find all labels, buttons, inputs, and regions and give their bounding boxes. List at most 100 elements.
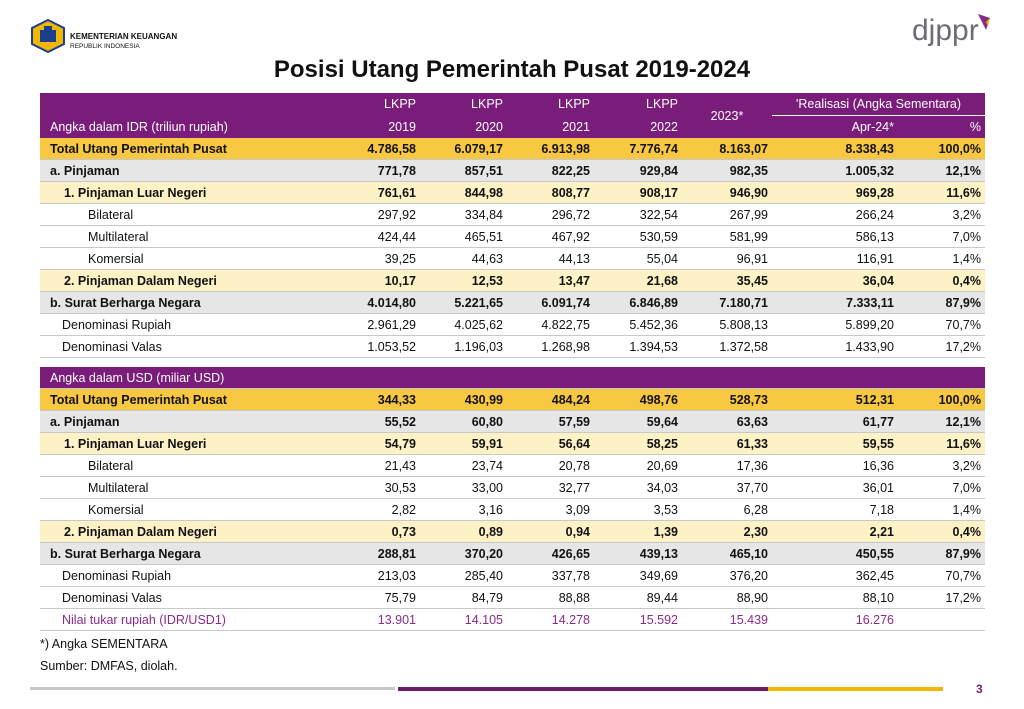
org-sub: REPUBLIK INDONESIA — [70, 43, 140, 50]
header-cell: 2019 — [340, 115, 420, 138]
value-cell: 370,20 — [420, 542, 507, 565]
value-cell: 57,59 — [507, 410, 594, 433]
value-cell: 7.776,74 — [594, 138, 682, 160]
value-cell: 56,64 — [507, 432, 594, 455]
section-title: Angka dalam USD (miliar USD) — [40, 367, 985, 389]
value-cell: 55,04 — [594, 247, 682, 270]
value-cell: 16.276 — [772, 608, 898, 631]
title: Posisi Utang Pemerintah Pusat 2019-2024 — [273, 56, 751, 83]
value-cell: 5.221,65 — [420, 291, 507, 314]
value-cell: 7.180,71 — [682, 291, 772, 314]
value-cell: 808,77 — [507, 181, 594, 204]
value-cell: 946,90 — [682, 181, 772, 204]
value-cell: 8.163,07 — [682, 138, 772, 160]
value-cell: 33,00 — [420, 476, 507, 499]
value-cell: 44,13 — [507, 247, 594, 270]
label-cell: Denominasi Rupiah — [40, 564, 340, 587]
value-cell: 54,79 — [340, 432, 420, 455]
value-cell: 87,9% — [898, 291, 985, 314]
value-cell: 44,63 — [420, 247, 507, 270]
header-cell: Angka dalam IDR (triliun rupiah) — [40, 115, 340, 138]
spacer-row — [40, 358, 985, 368]
value-cell: 36,01 — [772, 476, 898, 499]
value-cell: 0,4% — [898, 520, 985, 543]
value-cell: 12,1% — [898, 159, 985, 182]
value-cell: 267,99 — [682, 203, 772, 226]
value-cell: 4.822,75 — [507, 313, 594, 336]
page-number: 3 — [976, 682, 983, 696]
value-cell: 88,90 — [682, 586, 772, 609]
value-cell: 376,20 — [682, 564, 772, 587]
value-cell: 969,28 — [772, 181, 898, 204]
value-cell: 1,4% — [898, 498, 985, 521]
table-row: Komersial 2,82 3,16 3,09 3,53 6,28 7,18 1,4% — [40, 498, 985, 521]
bar-purple — [398, 687, 768, 691]
label-cell: Total Utang Pemerintah Pusat — [40, 138, 340, 160]
label-cell: a. Pinjaman — [40, 410, 340, 433]
value-cell: 59,55 — [772, 432, 898, 455]
header-cell: LKPP — [507, 93, 594, 116]
value-cell: 530,59 — [594, 225, 682, 248]
table-row: b. Surat Berharga Negara 288,81 370,20 426,… — [40, 542, 985, 565]
value-cell: 288,81 — [340, 542, 420, 565]
value-cell: 34,03 — [594, 476, 682, 499]
value-cell: 15.439 — [682, 608, 772, 631]
value-cell: 15.592 — [594, 608, 682, 631]
value-cell: 3,2% — [898, 454, 985, 477]
value-cell: 929,84 — [594, 159, 682, 182]
logo — [31, 18, 65, 54]
value-cell: 39,25 — [340, 247, 420, 270]
value-cell: 465,51 — [420, 225, 507, 248]
value-cell: 771,78 — [340, 159, 420, 182]
brand: djppr — [912, 14, 979, 47]
value-cell: 467,92 — [507, 225, 594, 248]
value-cell: 439,13 — [594, 542, 682, 565]
table-row: Total Utang Pemerintah Pusat 4.786,58 6.07… — [40, 138, 985, 160]
value-cell: 349,69 — [594, 564, 682, 587]
value-cell: 213,03 — [340, 564, 420, 587]
value-cell: 3,2% — [898, 203, 985, 226]
header-cell: 2022 — [594, 115, 682, 138]
value-cell: 10,17 — [340, 269, 420, 292]
value-cell: 908,17 — [594, 181, 682, 204]
value-cell: 0,94 — [507, 520, 594, 543]
header-cell: LKPP — [594, 93, 682, 116]
table-row: a. Pinjaman 771,78 857,51 822,25 929,84 982,3… — [40, 159, 985, 182]
value-cell: 0,89 — [420, 520, 507, 543]
value-cell: 2,30 — [682, 520, 772, 543]
value-cell: 84,79 — [420, 586, 507, 609]
value-cell: 13,47 — [507, 269, 594, 292]
value-cell: 63,63 — [682, 410, 772, 433]
value-cell: 1,4% — [898, 247, 985, 270]
footnote: *) Angka SEMENTARA — [40, 637, 168, 651]
value-cell: 297,92 — [340, 203, 420, 226]
header-cell: 2020 — [420, 115, 507, 138]
value-cell: 266,24 — [772, 203, 898, 226]
header-row: Angka dalam IDR (triliun rupiah) 2019 20… — [40, 115, 985, 138]
value-cell: 23,74 — [420, 454, 507, 477]
value-cell: 586,13 — [772, 225, 898, 248]
label-cell: 2. Pinjaman Dalam Negeri — [40, 520, 340, 543]
value-cell: 296,72 — [507, 203, 594, 226]
value-cell: 14.278 — [507, 608, 594, 631]
value-cell: 1.268,98 — [507, 335, 594, 358]
value-cell: 58,25 — [594, 432, 682, 455]
value-cell: 337,78 — [507, 564, 594, 587]
label-cell: 2. Pinjaman Dalam Negeri — [40, 269, 340, 292]
value-cell: 12,1% — [898, 410, 985, 433]
org-name: KEMENTERIAN KEUANGAN — [70, 32, 178, 41]
header-cell: 2021 — [507, 115, 594, 138]
value-cell: 4.025,62 — [420, 313, 507, 336]
table-body: LKPP LKPP LKPP LKPP 2023* 'Realisasi (An… — [40, 93, 985, 631]
footnote: Sumber: DMFAS, diolah. — [40, 659, 178, 673]
table-row: Total Utang Pemerintah Pusat 344,33 430,99… — [40, 388, 985, 411]
table-row: Komersial 39,25 44,63 44,13 55,04 96,91 116,91… — [40, 247, 985, 270]
value-cell: 11,6% — [898, 181, 985, 204]
value-cell: 3,09 — [507, 498, 594, 521]
label-cell: Total Utang Pemerintah Pusat — [40, 388, 340, 411]
value-cell: 55,52 — [340, 410, 420, 433]
value-cell: 484,24 — [507, 388, 594, 411]
value-cell: 1.372,58 — [682, 335, 772, 358]
label-cell: Nilai tukar rupiah (IDR/USD1) — [40, 608, 340, 631]
